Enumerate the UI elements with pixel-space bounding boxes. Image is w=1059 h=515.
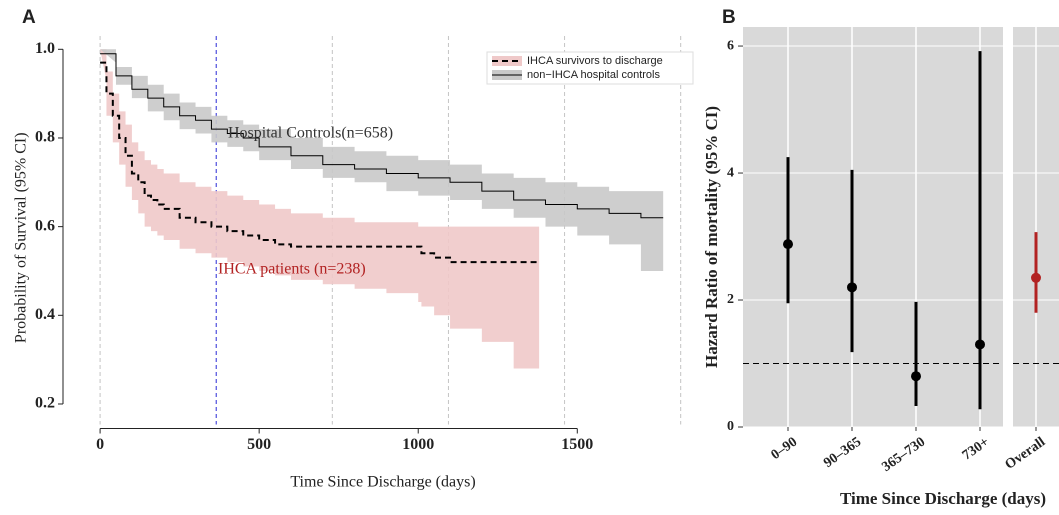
x-tick-label: 0 xyxy=(96,436,104,453)
y-axis-label: Probability of Survival (95% CI) xyxy=(13,132,30,343)
panel-label: A xyxy=(22,7,36,28)
ci-band xyxy=(100,49,664,378)
y-tick-label: 2 xyxy=(727,292,734,307)
x-tick-label: 90–365 xyxy=(821,435,864,471)
x-axis-label: Time Since Discharge (days) xyxy=(840,489,1046,508)
y-tick-label: 0.8 xyxy=(35,129,55,146)
panel-background xyxy=(743,27,1003,427)
y-axis-label: Hazard Ratio of mortality (95% CI) xyxy=(702,106,721,368)
y-tick-label: 0.2 xyxy=(35,395,55,412)
legend-label: non−IHCA hospital controls xyxy=(527,69,660,81)
point xyxy=(847,282,857,293)
y-tick-label: 6 xyxy=(727,38,734,53)
x-axis-label: Time Since Discharge (days) xyxy=(290,474,475,491)
x-tick-label: 0–90 xyxy=(769,435,801,463)
x-tick-label: 500 xyxy=(247,436,271,453)
survival-line xyxy=(100,53,664,219)
y-tick-label: 1.0 xyxy=(35,40,55,57)
x-tick-label: 730+ xyxy=(960,435,992,464)
x-tick-label: 1000 xyxy=(402,436,434,453)
point xyxy=(911,371,921,382)
point xyxy=(975,339,985,350)
panel-label: B xyxy=(722,7,736,28)
y-tick-label: 0.4 xyxy=(35,306,55,323)
legend-label: IHCA survivors to discharge xyxy=(527,55,663,67)
annotation: Hospital Controls(n=658) xyxy=(228,125,393,142)
point xyxy=(1031,272,1041,283)
y-tick-label: 0.6 xyxy=(35,217,55,234)
survival-line xyxy=(100,61,540,264)
annotation: IHCA patients (n=238) xyxy=(218,261,366,278)
y-tick-label: 0 xyxy=(727,419,734,434)
x-tick-label: 365–730 xyxy=(879,435,928,475)
x-tick-label: Overall xyxy=(1003,435,1049,473)
x-tick-label: 1500 xyxy=(561,436,593,453)
y-tick-label: 4 xyxy=(727,165,734,180)
ci-band xyxy=(100,49,540,404)
point xyxy=(783,239,793,250)
